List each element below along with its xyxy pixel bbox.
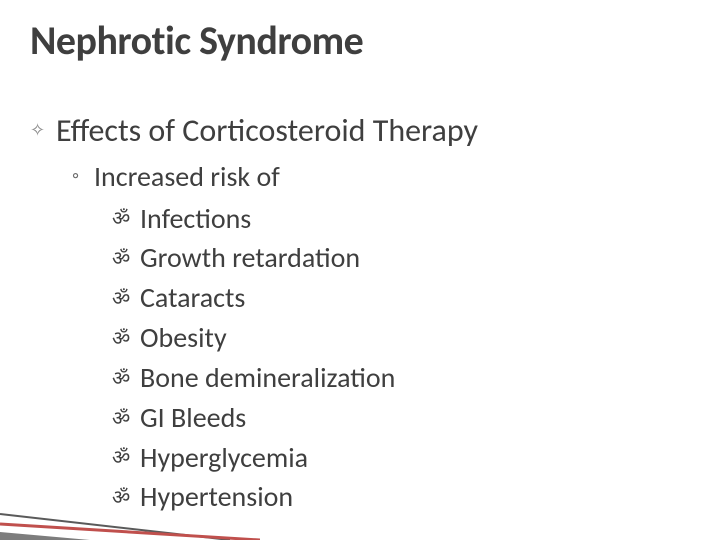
bullet-level3-text: GI Bleeds	[140, 400, 246, 435]
om-bullet-icon: ॐ	[112, 404, 140, 431]
slide-title: Nephrotic Syndrome	[30, 16, 363, 65]
om-bullet-icon: ॐ	[112, 443, 140, 470]
om-bullet-icon: ॐ	[112, 483, 140, 510]
bullet-level3-text: Hypertension	[140, 479, 293, 514]
bullet-level3-text: Infections	[140, 200, 251, 235]
bullet-level3-text: Growth retardation	[140, 240, 360, 275]
bullet-level2: ◦Increased risk of	[72, 156, 690, 194]
om-bullet-icon: ॐ	[112, 324, 140, 351]
content-block: ✧Effects of Corticosteroid Therapy ◦Incr…	[30, 108, 690, 516]
bullet-level2-text: Increased risk of	[94, 159, 280, 194]
bullet-level3-text: Hyperglycemia	[140, 439, 308, 474]
bullet-level3: ॐInfections	[112, 198, 690, 236]
bullet-level1: ✧Effects of Corticosteroid Therapy	[30, 108, 690, 150]
bullet-level3: ॐGrowth retardation	[112, 237, 690, 275]
bullet-level3: ॐCataracts	[112, 277, 690, 315]
bullet-level3-text: Obesity	[140, 320, 227, 355]
bullet-level3: ॐBone demineralization	[112, 357, 690, 395]
star-bullet-icon: ✧	[30, 119, 56, 141]
om-bullet-icon: ॐ	[112, 364, 140, 391]
bullet-level3-text: Cataracts	[140, 280, 245, 315]
level3-list: ॐInfectionsॐGrowth retardationॐCataracts…	[30, 198, 690, 515]
bullet-level3: ॐHypertension	[112, 476, 690, 514]
slide: Nephrotic Syndrome ✧Effects of Corticost…	[0, 0, 720, 540]
bullet-level3: ॐHyperglycemia	[112, 437, 690, 475]
om-bullet-icon: ॐ	[112, 244, 140, 271]
bullet-level3: ॐObesity	[112, 317, 690, 355]
bullet-level1-text: Effects of Corticosteroid Therapy	[56, 111, 478, 150]
circle-bullet-icon: ◦	[72, 164, 94, 188]
bullet-level3-text: Bone demineralization	[140, 360, 395, 395]
om-bullet-icon: ॐ	[112, 204, 140, 231]
bullet-level3: ॐGI Bleeds	[112, 397, 690, 435]
om-bullet-icon: ॐ	[112, 284, 140, 311]
